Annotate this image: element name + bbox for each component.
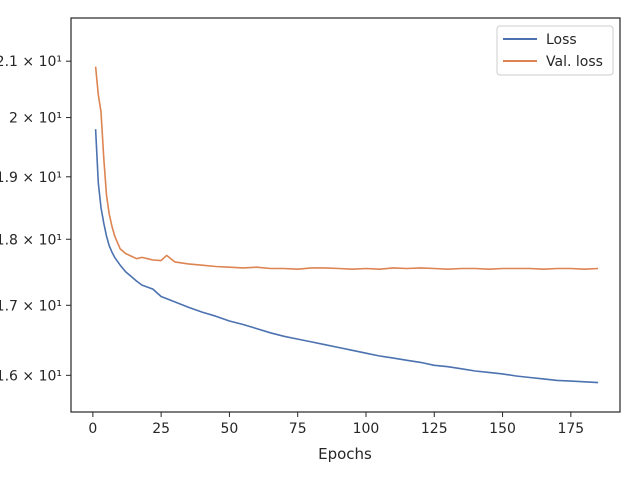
series-line-val-loss	[94, 66, 599, 270]
y-tick-label: 2 × 10¹	[9, 111, 62, 127]
legend-label-loss: Loss	[546, 32, 577, 48]
x-tick-label: 125	[421, 421, 448, 437]
y-tick-label: 1.7 × 10¹	[0, 298, 62, 314]
y-axis: 1.6 × 10¹ 1.7 × 10¹ 1.8 × 10¹ 1.9 × 10¹ 2 × …	[0, 54, 71, 384]
x-tick-label: 100	[353, 421, 380, 437]
x-tick-label: 0	[88, 421, 97, 437]
legend-label-val-loss: Val. loss	[546, 54, 603, 70]
x-tick-label: 175	[557, 421, 584, 437]
plot-frame	[70, 17, 621, 413]
series-line-loss	[94, 129, 599, 384]
x-tick-label: 25	[152, 421, 170, 437]
legend: Loss Val. loss	[496, 25, 614, 76]
y-tick-label: 2.1 × 10¹	[0, 54, 62, 70]
x-tick-label: 75	[289, 421, 307, 437]
y-tick-label: 1.6 × 10¹	[0, 368, 62, 384]
plot-lines	[94, 66, 599, 384]
x-axis-label: Epochs	[318, 445, 372, 463]
y-tick-label: 1.9 × 10¹	[0, 170, 62, 186]
x-tick-label: 150	[489, 421, 516, 437]
x-axis: 0 25 50 75 100 125 150 175	[88, 412, 584, 437]
x-tick-label: 50	[221, 421, 239, 437]
y-tick-label: 1.8 × 10¹	[0, 232, 62, 248]
